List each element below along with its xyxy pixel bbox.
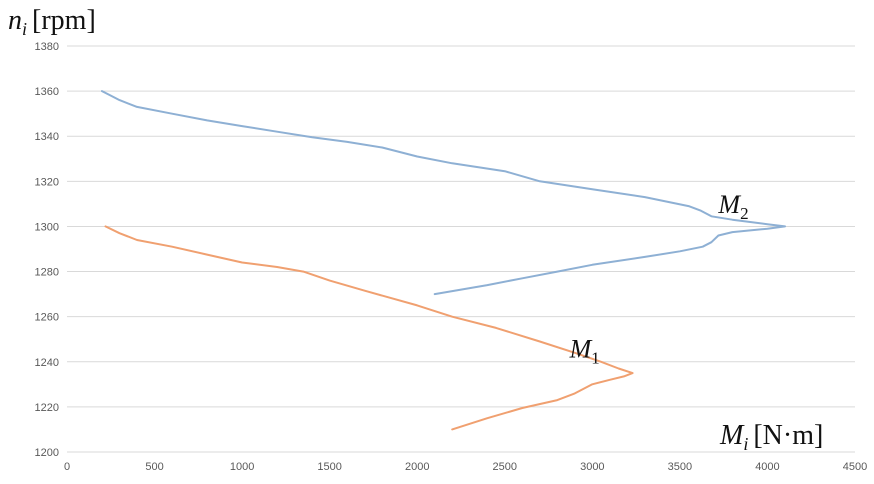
- series-label-M2: M2: [717, 190, 748, 223]
- x-tick-label-4000: 4000: [755, 461, 779, 473]
- y-tick-label-1280: 1280: [35, 267, 59, 279]
- series-line-2: [104, 225, 634, 431]
- x-tick-label-3500: 3500: [668, 461, 692, 473]
- y-axis-tick-labels: 1200 1220 1240 1260 1280 1300 1320 1340 1360 1380: [35, 41, 59, 459]
- gridlines: [67, 45, 855, 453]
- x-tick-label-3000: 3000: [580, 461, 604, 473]
- y-tick-label-1340: 1340: [35, 131, 59, 143]
- x-axis-title: Mi [N·m]: [719, 420, 823, 454]
- x-tick-label-2500: 2500: [493, 461, 517, 473]
- y-tick-label-1300: 1300: [35, 221, 59, 233]
- y-tick-label-1200: 1200: [35, 447, 59, 459]
- x-tick-label-1000: 1000: [230, 461, 254, 473]
- y-tick-label-1320: 1320: [35, 176, 59, 188]
- y-tick-label-1380: 1380: [35, 41, 59, 53]
- y-tick-label-1260: 1260: [35, 312, 59, 324]
- x-tick-label-2000: 2000: [405, 461, 429, 473]
- x-axis-tick-labels: 0 500 1000 1500 2000 2500 3000 3500 4000 4500: [64, 461, 867, 473]
- y-axis-title: ni [rpm]: [8, 5, 96, 39]
- y-tick-label-1220: 1220: [35, 402, 59, 414]
- series-labels: M2 M1: [569, 190, 749, 367]
- series-label-M1: M1: [569, 334, 600, 367]
- x-tick-label-500: 500: [145, 461, 163, 473]
- y-tick-label-1360: 1360: [35, 86, 59, 98]
- series-line-1: [101, 90, 786, 296]
- x-tick-label-0: 0: [64, 461, 70, 473]
- x-tick-label-1500: 1500: [317, 461, 341, 473]
- series-lines: [101, 90, 786, 431]
- y-tick-label-1240: 1240: [35, 357, 59, 369]
- x-tick-label-4500: 4500: [843, 461, 867, 473]
